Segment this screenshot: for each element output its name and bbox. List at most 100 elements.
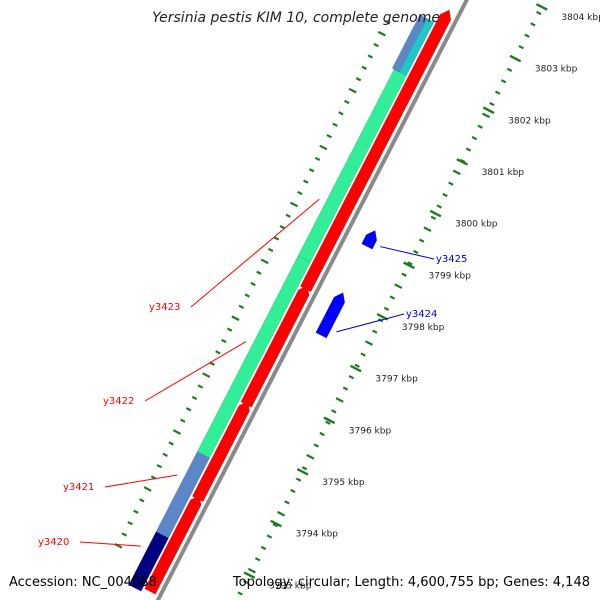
- inner-scale-tick: [127, 521, 133, 526]
- inner-scale-tick: [231, 315, 240, 322]
- scale-tick: [407, 261, 413, 266]
- genome-summary-text: Topology: circular; Length: 4,600,755 bp…: [232, 575, 590, 590]
- scale-tick: [430, 215, 437, 220]
- inner-scale-tick: [202, 372, 211, 378]
- scale-tick: [436, 204, 442, 209]
- major-scale-tick: [349, 364, 362, 373]
- gene-label-y3423[interactable]: y3423: [149, 302, 180, 313]
- scale-tick-label: 3803 kbp: [535, 65, 578, 75]
- inner-scale-tick: [139, 498, 145, 503]
- gene-label-y3422[interactable]: y3422: [103, 396, 134, 407]
- gene-feature-y3423[interactable]: [297, 68, 407, 263]
- scale-tick: [276, 510, 286, 517]
- inner-scale-tick: [308, 168, 315, 173]
- scale-tick-label: 3793 kbp: [269, 581, 312, 591]
- inner-scale-tick: [250, 281, 256, 287]
- major-scale-tick: [296, 468, 309, 476]
- inner-scale-tick: [289, 201, 299, 208]
- gene-label-y3420[interactable]: y3420: [38, 537, 69, 548]
- scale-tick: [452, 169, 461, 176]
- scale-tick: [313, 443, 320, 448]
- scale-tick: [494, 90, 501, 95]
- inner-scale-tick: [221, 338, 227, 344]
- scale-tick: [442, 192, 448, 198]
- scale-tick-label: 3794 kbp: [296, 530, 339, 540]
- scale-tick: [530, 22, 536, 27]
- scale-tick: [319, 431, 325, 437]
- scale-tick: [266, 534, 273, 539]
- cds-feature-y3425[interactable]: [361, 229, 378, 250]
- scale-tick: [260, 545, 267, 551]
- cds-feature-upstream[interactable]: [412, 9, 452, 74]
- scale-tick-label: 3797 kbp: [375, 375, 418, 385]
- inner-scale-tick: [326, 134, 332, 139]
- scale-tick: [477, 124, 483, 129]
- scale-tick: [354, 363, 360, 368]
- inner-scale-tick: [348, 87, 357, 94]
- scale-tick: [524, 33, 530, 38]
- major-scale-tick: [429, 209, 442, 218]
- scale-tick: [325, 420, 331, 425]
- scale-tick: [413, 249, 419, 255]
- scale-tick: [418, 238, 425, 243]
- scale-tick: [465, 147, 472, 152]
- major-scale-tick: [403, 261, 415, 270]
- major-scale-tick: [270, 519, 282, 528]
- gene-feature-upstream-outer[interactable]: [391, 14, 428, 73]
- scale-tick: [506, 67, 513, 72]
- scale-tick: [394, 283, 403, 289]
- inner-scale-tick: [185, 407, 192, 412]
- gene-label-leader: [380, 246, 435, 260]
- inner-scale-tick: [238, 304, 245, 309]
- scale-tick: [247, 567, 256, 574]
- scale-tick: [383, 306, 390, 311]
- map-title: Yersinia pestis KIM 10, complete genome: [152, 10, 440, 26]
- inner-scale-tick: [215, 350, 221, 355]
- gene-label-leader: [336, 313, 405, 333]
- scale-tick: [301, 466, 308, 471]
- scale-tick-label: 3799 kbp: [429, 271, 472, 281]
- inner-scale-tick: [361, 65, 368, 70]
- scale-tick: [489, 101, 495, 107]
- inner-scale-tick: [226, 327, 233, 332]
- scale-tick: [290, 488, 296, 494]
- cds-feature-y3423[interactable]: [299, 62, 424, 293]
- gene-label-leader: [104, 474, 178, 488]
- scale-tick-label: 3804 kbp: [561, 13, 600, 23]
- cds-feature-y3421[interactable]: [191, 400, 250, 503]
- major-scale-tick: [482, 106, 495, 115]
- scale-tick: [423, 226, 432, 232]
- backbone-line: [155, 0, 469, 600]
- inner-scale-tick: [343, 99, 350, 105]
- scale-tick: [364, 340, 374, 346]
- inner-scale-tick: [319, 144, 328, 151]
- inner-scale-tick: [302, 179, 309, 184]
- inner-scale-tick: [143, 486, 152, 492]
- inner-scale-tick: [338, 111, 344, 116]
- major-scale-tick: [535, 3, 548, 11]
- scale-tick: [401, 272, 407, 277]
- cds-feature-y3424[interactable]: [315, 292, 346, 339]
- scale-tick: [482, 112, 491, 119]
- gene-label-y3421[interactable]: y3421: [63, 482, 94, 493]
- major-scale-tick: [243, 571, 256, 579]
- scale-tick: [284, 500, 290, 505]
- scale-tick: [295, 477, 302, 482]
- scale-tick: [331, 409, 337, 414]
- scale-tick: [348, 375, 355, 380]
- cds-feature-y3422[interactable]: [240, 285, 310, 408]
- inner-scale-tick: [332, 122, 338, 127]
- scale-tick: [372, 329, 378, 334]
- gene-label-y3425[interactable]: y3425: [436, 254, 467, 265]
- gene-label-y3424[interactable]: y3424: [406, 309, 437, 320]
- scale-tick: [448, 181, 454, 186]
- scale-tick: [335, 397, 344, 403]
- gene-feature-y3422[interactable]: [196, 255, 311, 459]
- inner-scale-tick: [373, 42, 379, 48]
- inner-scale-tick: [297, 190, 303, 196]
- scale-tick-label: 3798 kbp: [402, 323, 445, 333]
- inner-scale-tick: [260, 258, 269, 265]
- scale-tick: [243, 579, 249, 585]
